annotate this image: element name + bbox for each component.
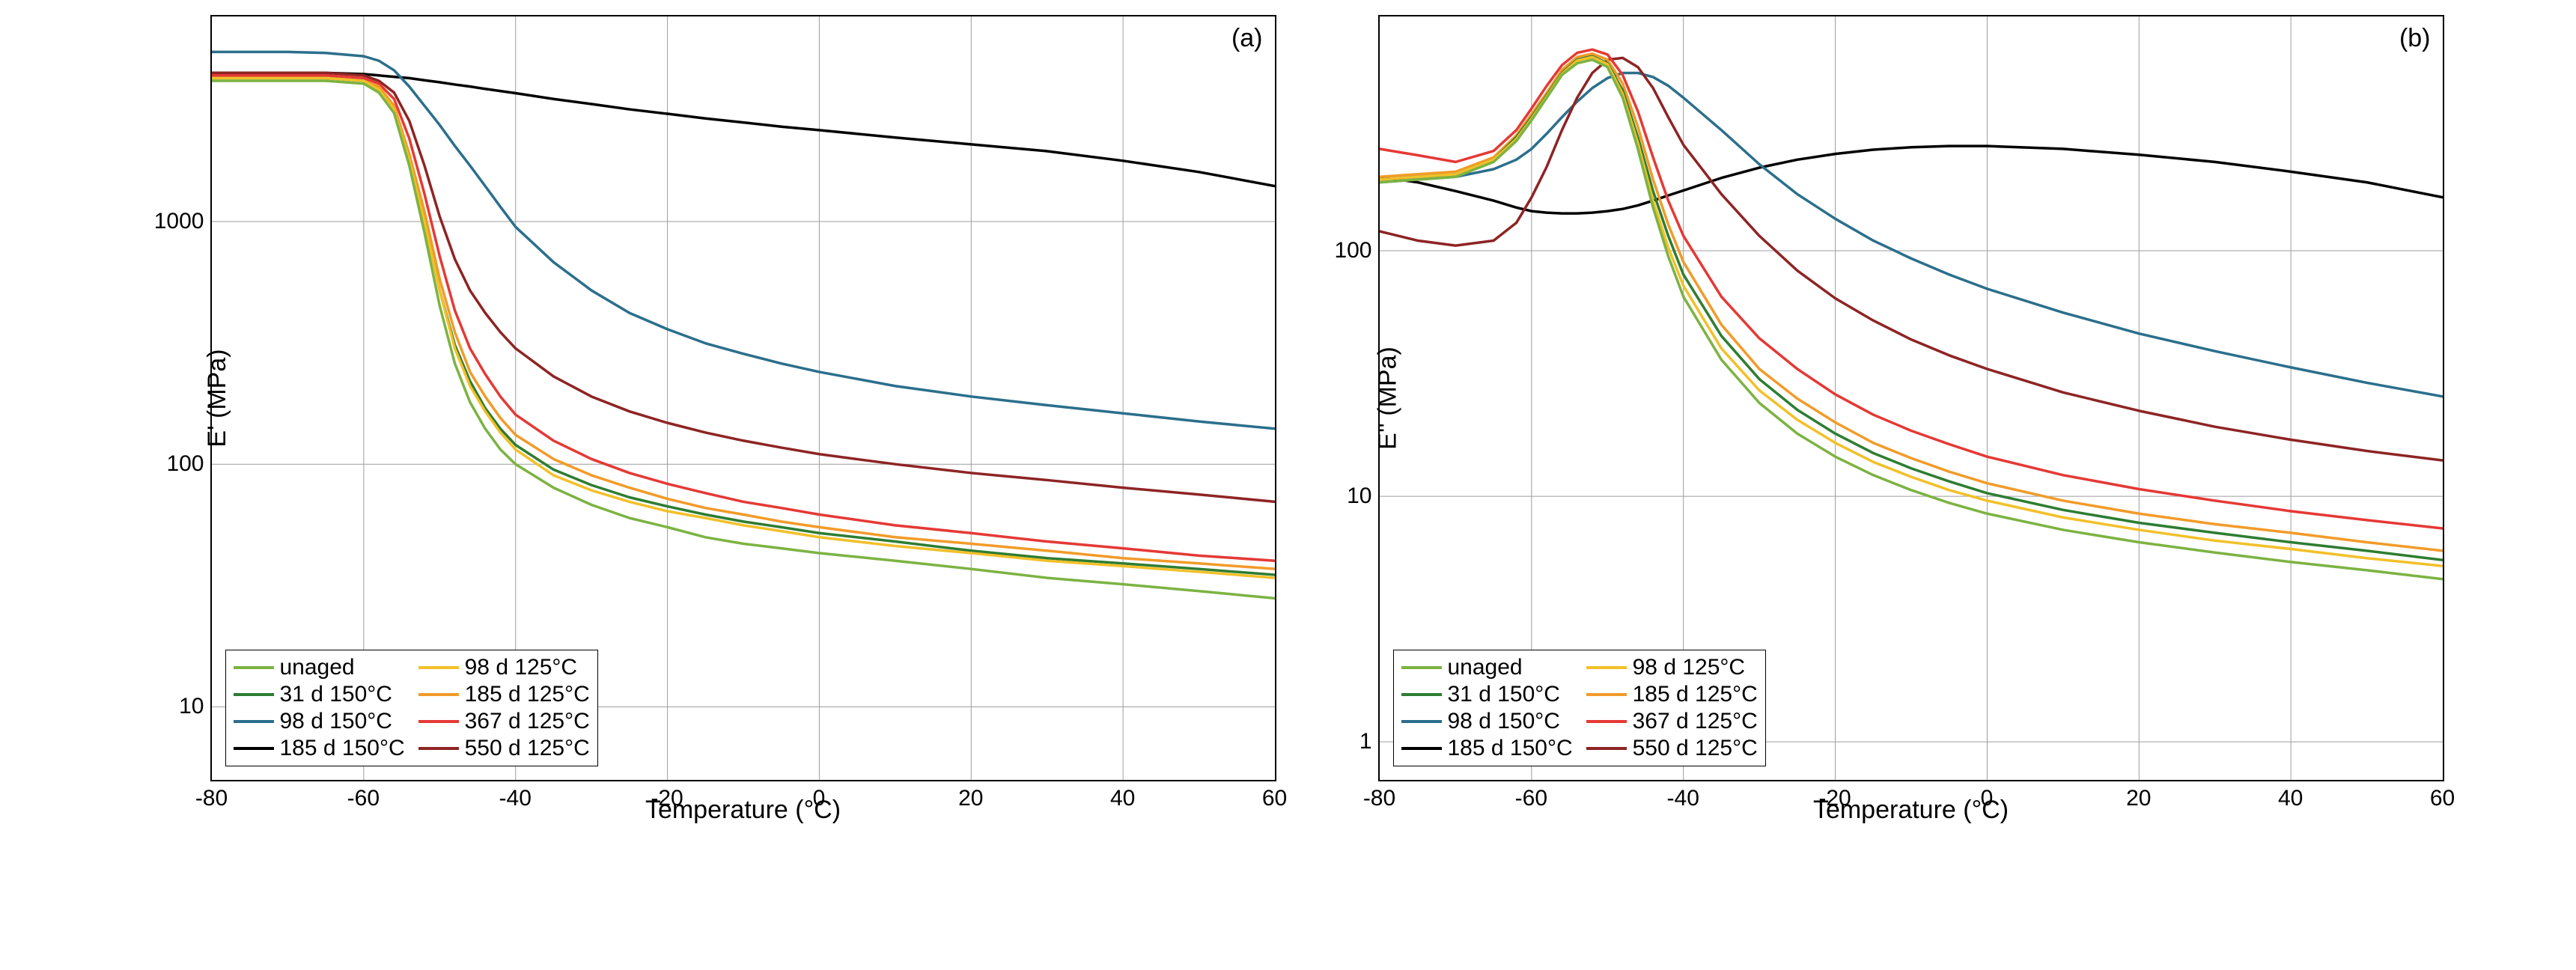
series-d367_125 xyxy=(1380,49,2443,528)
legend-item-d98_150: 98 d 150°C xyxy=(1401,709,1573,734)
legend-column: unaged31 d 150°C98 d 150°C185 d 150°C xyxy=(234,655,405,761)
x-axis-label: Temperature (°C) xyxy=(1813,796,2009,825)
xtick-label: -80 xyxy=(1363,786,1395,811)
legend-label: 185 d 125°C xyxy=(465,682,590,707)
figure-container: -80-60-40-200204060101001000E' (MPa)Temp… xyxy=(0,0,2576,871)
legend-column: unaged31 d 150°C98 d 150°C185 d 150°C xyxy=(1401,655,1573,761)
legend-swatch xyxy=(418,720,459,723)
series-unaged xyxy=(1380,60,2443,579)
panel-a: -80-60-40-200204060101001000E' (MPa)Temp… xyxy=(136,15,1273,856)
legend-swatch xyxy=(234,666,274,669)
series-d31_150 xyxy=(212,78,1275,575)
panel-label: (a) xyxy=(1231,24,1263,53)
series-d31_150 xyxy=(1380,56,2443,560)
legend-swatch xyxy=(418,666,459,669)
x-axis-label: Temperature (°C) xyxy=(645,796,841,825)
xtick-label: 20 xyxy=(958,786,983,811)
legend-swatch xyxy=(234,693,274,696)
xtick-label: -60 xyxy=(1515,786,1547,811)
plot-frame: -80-60-40-200204060101001000E' (MPa)Temp… xyxy=(210,15,1276,781)
legend-item-d98_125: 98 d 125°C xyxy=(1586,655,1758,680)
ytick-label: 100 xyxy=(1305,238,1372,263)
legend-label: unaged xyxy=(1448,655,1523,680)
series-d98_150 xyxy=(212,52,1275,428)
xtick-label: -60 xyxy=(347,786,380,811)
legend-swatch xyxy=(1586,747,1627,750)
legend-swatch xyxy=(1401,720,1442,723)
legend-item-d98_150: 98 d 150°C xyxy=(234,709,405,734)
legend-label: 31 d 150°C xyxy=(1448,682,1560,707)
legend-label: 550 d 125°C xyxy=(1633,736,1758,761)
xtick-label: -40 xyxy=(499,786,532,811)
legend-swatch xyxy=(1586,666,1627,669)
plot-frame: -80-60-40-200204060110100E'' (MPa)Temper… xyxy=(1378,15,2444,781)
panel-b: -80-60-40-200204060110100E'' (MPa)Temper… xyxy=(1303,15,2441,856)
legend-label: 98 d 125°C xyxy=(1633,655,1745,680)
legend-column: 98 d 125°C185 d 125°C367 d 125°C550 d 12… xyxy=(418,655,590,761)
legend-label: 98 d 150°C xyxy=(280,709,392,734)
legend-swatch xyxy=(234,720,274,723)
legend-label: 185 d 150°C xyxy=(280,736,405,761)
xtick-label: 40 xyxy=(2278,786,2303,811)
legend-label: 98 d 125°C xyxy=(465,655,577,680)
legend: unaged31 d 150°C98 d 150°C185 d 150°C98 … xyxy=(225,650,598,766)
legend-swatch xyxy=(1586,720,1627,723)
legend-swatch xyxy=(418,747,459,750)
legend-label: 31 d 150°C xyxy=(280,682,392,707)
xtick-label: 60 xyxy=(2430,786,2455,811)
ytick-label: 10 xyxy=(1305,484,1372,509)
legend-item-d31_150: 31 d 150°C xyxy=(1401,682,1573,707)
legend-label: 185 d 150°C xyxy=(1448,736,1573,761)
legend-item-d550_125: 550 d 125°C xyxy=(1586,736,1758,761)
series-d550_125 xyxy=(212,73,1275,501)
legend: unaged31 d 150°C98 d 150°C185 d 150°C98 … xyxy=(1393,650,1766,766)
legend-label: 367 d 125°C xyxy=(465,709,590,734)
legend-label: 98 d 150°C xyxy=(1448,709,1560,734)
legend-column: 98 d 125°C185 d 125°C367 d 125°C550 d 12… xyxy=(1586,655,1758,761)
legend-item-d31_150: 31 d 150°C xyxy=(234,682,405,707)
legend-swatch xyxy=(1401,666,1442,669)
legend-item-d367_125: 367 d 125°C xyxy=(1586,709,1758,734)
legend-swatch xyxy=(234,747,274,750)
legend-label: 367 d 125°C xyxy=(1633,709,1758,734)
legend-label: unaged xyxy=(280,655,355,680)
xtick-label: -40 xyxy=(1667,786,1699,811)
legend-item-unaged: unaged xyxy=(234,655,405,680)
legend-label: 185 d 125°C xyxy=(1633,682,1758,707)
y-axis-label: E' (MPa) xyxy=(203,349,232,447)
legend-swatch xyxy=(1401,693,1442,696)
xtick-label: 60 xyxy=(1262,786,1287,811)
xtick-label: 20 xyxy=(2126,786,2151,811)
legend-item-d185_125: 185 d 125°C xyxy=(418,682,590,707)
series-d98_150 xyxy=(1380,73,2443,396)
ytick-label: 100 xyxy=(137,451,204,477)
legend-swatch xyxy=(1586,693,1627,696)
xtick-label: -80 xyxy=(195,786,228,811)
legend-item-d185_150: 185 d 150°C xyxy=(1401,736,1573,761)
legend-item-d98_125: 98 d 125°C xyxy=(418,655,590,680)
legend-item-d367_125: 367 d 125°C xyxy=(418,709,590,734)
panel-label: (b) xyxy=(2399,24,2431,53)
ytick-label: 10 xyxy=(137,694,204,719)
legend-swatch xyxy=(1401,747,1442,750)
ytick-label: 1 xyxy=(1305,729,1372,754)
legend-swatch xyxy=(418,693,459,696)
ytick-label: 1000 xyxy=(137,209,204,234)
legend-item-d185_150: 185 d 150°C xyxy=(234,736,405,761)
xtick-label: 40 xyxy=(1110,786,1135,811)
y-axis-label: E'' (MPa) xyxy=(1373,347,1402,450)
series-d185_150 xyxy=(212,73,1275,186)
legend-item-d185_125: 185 d 125°C xyxy=(1586,682,1758,707)
legend-label: 550 d 125°C xyxy=(465,736,590,761)
legend-item-unaged: unaged xyxy=(1401,655,1573,680)
legend-item-d550_125: 550 d 125°C xyxy=(418,736,590,761)
series-d185_125 xyxy=(212,78,1275,569)
